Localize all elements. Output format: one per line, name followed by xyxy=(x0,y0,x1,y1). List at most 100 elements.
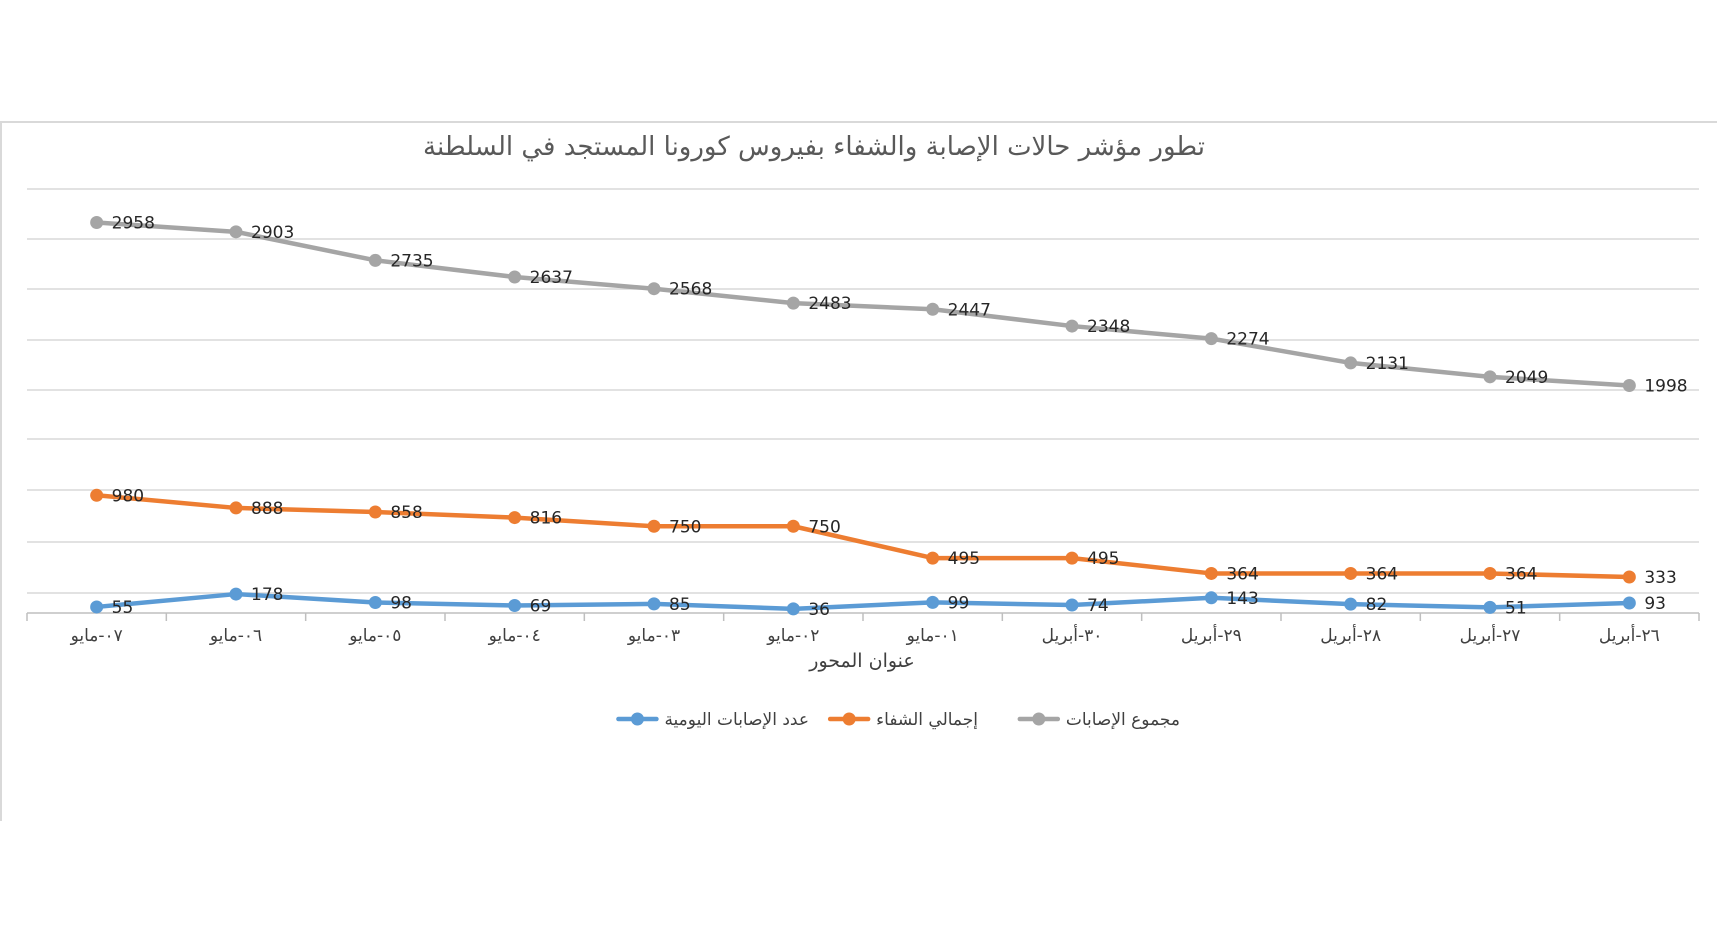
data-point xyxy=(1483,600,1497,614)
x-tick-label: ٠٧-مايو xyxy=(70,626,123,646)
x-tick-label: ٣٠-أبريل xyxy=(1042,624,1103,646)
x-tick-label: ٠٤-مايو xyxy=(488,626,541,646)
data-point xyxy=(1344,597,1358,611)
data-label: 495 xyxy=(1087,549,1119,569)
data-label: 36 xyxy=(808,600,830,620)
series-group: 2958 2903 2735 2637 2568 2483 2447 2348 2274 2131… xyxy=(90,213,1688,397)
data-point xyxy=(508,511,522,525)
series-layer: 2958 2903 2735 2637 2568 2483 2447 2348 2274 2131… xyxy=(90,213,1688,620)
data-label: 178 xyxy=(251,585,283,605)
chart-title: تطور مؤشر حالات الإصابة والشفاء بفيروس ك… xyxy=(423,132,1205,162)
data-point xyxy=(229,587,243,601)
data-label: 495 xyxy=(948,549,980,569)
data-point xyxy=(1344,356,1358,370)
data-point xyxy=(786,296,800,310)
data-label: 364 xyxy=(1226,564,1258,584)
legend-label: إجمالي الشفاء xyxy=(876,710,978,730)
data-point xyxy=(1622,570,1636,584)
data-point xyxy=(1065,598,1079,612)
data-label: 98 xyxy=(390,594,412,614)
data-label: 2348 xyxy=(1087,317,1130,337)
data-label: 2131 xyxy=(1366,354,1409,374)
x-tick-label: ٠٦-مايو xyxy=(209,626,262,646)
legend-marker xyxy=(630,712,644,726)
data-label: 93 xyxy=(1644,594,1666,614)
x-tick-label: ٢٩-أبريل xyxy=(1181,624,1242,646)
data-point xyxy=(786,602,800,616)
series-group: 55 178 98 69 85 36 99 74 143 82 51 93 xyxy=(90,585,1666,620)
data-label: 85 xyxy=(669,595,691,615)
legend-label: عدد الإصابات اليومية xyxy=(664,710,809,730)
data-label: 99 xyxy=(948,593,970,613)
series-line xyxy=(94,493,1632,580)
x-axis: ٠٧-مايو ٠٦-مايو ٠٥-مايو ٠٤-مايو ٠٣-مايو ٠٢-ما… xyxy=(26,612,1700,646)
data-point xyxy=(647,597,661,611)
x-axis-title: عنوان المحور xyxy=(808,650,914,672)
x-tick-label: ٠١-مايو xyxy=(906,626,959,646)
data-point xyxy=(1622,379,1636,392)
data-label: 2274 xyxy=(1226,330,1269,350)
data-point xyxy=(926,551,940,565)
data-point xyxy=(1065,319,1079,333)
legend-label: مجموع الإصابات xyxy=(1066,710,1180,730)
series-line xyxy=(94,220,1632,388)
data-label: 1998 xyxy=(1644,377,1687,397)
data-label: 364 xyxy=(1505,564,1537,584)
x-tick-label: ٠٥-مايو xyxy=(348,626,401,646)
data-label: 2637 xyxy=(530,268,573,288)
data-label: 55 xyxy=(112,598,134,618)
data-point xyxy=(90,488,104,502)
legend-marker xyxy=(842,712,856,726)
data-label: 2447 xyxy=(948,300,991,320)
data-label: 750 xyxy=(808,517,840,537)
x-tick-label: ٢٦-أبريل xyxy=(1599,624,1660,646)
data-label: 2958 xyxy=(112,213,155,233)
data-point xyxy=(1204,566,1218,580)
x-tick-label: ٠٢-مايو xyxy=(766,626,819,646)
legend-marker xyxy=(1032,712,1046,726)
data-label: 980 xyxy=(112,486,144,506)
data-point xyxy=(1483,370,1497,384)
data-point xyxy=(1065,551,1079,565)
data-point xyxy=(90,600,104,614)
data-label: 82 xyxy=(1366,595,1388,615)
data-label: 858 xyxy=(390,503,422,523)
data-label: 2049 xyxy=(1505,368,1548,388)
line-chart: تطور مؤشر حالات الإصابة والشفاء بفيروس ك… xyxy=(26,132,1700,730)
x-tick-label: ٠٣-مايو xyxy=(627,626,680,646)
x-tick-label: ٢٨-أبريل xyxy=(1320,624,1381,646)
series-line xyxy=(94,591,1632,612)
data-label: 750 xyxy=(669,517,701,537)
data-point xyxy=(647,519,661,533)
chart-frame: تطور مؤشر حالات الإصابة والشفاء بفيروس ك… xyxy=(0,121,1717,821)
data-point xyxy=(368,505,382,519)
data-point xyxy=(1483,566,1497,580)
data-label: 143 xyxy=(1226,589,1258,609)
data-label: 2483 xyxy=(808,294,851,314)
legend: مجموع الإصابات إجمالي الشفاء عدد الإصابات … xyxy=(616,710,1180,730)
gridlines xyxy=(27,188,1699,594)
x-tick-label: ٢٧-أبريل xyxy=(1460,624,1521,646)
data-label: 333 xyxy=(1644,568,1676,588)
data-point xyxy=(1622,596,1636,610)
data-label: 2735 xyxy=(390,251,433,271)
data-point xyxy=(786,519,800,533)
data-point xyxy=(229,501,243,515)
data-label: 816 xyxy=(530,509,562,529)
data-point xyxy=(229,225,243,239)
data-point xyxy=(926,302,940,316)
data-point xyxy=(1204,591,1218,605)
data-point xyxy=(90,215,104,229)
data-point xyxy=(508,599,522,613)
data-point xyxy=(647,282,661,296)
data-label: 51 xyxy=(1505,598,1527,618)
data-label: 69 xyxy=(530,597,552,617)
data-label: 364 xyxy=(1366,564,1398,584)
series-group: 980 888 858 816 750 750 495 495 364 364 364 333 xyxy=(90,486,1677,588)
data-point xyxy=(368,253,382,267)
data-label: 2903 xyxy=(251,223,294,243)
data-label: 888 xyxy=(251,499,283,519)
data-point xyxy=(926,595,940,609)
data-point xyxy=(508,270,522,284)
data-point xyxy=(1204,332,1218,346)
